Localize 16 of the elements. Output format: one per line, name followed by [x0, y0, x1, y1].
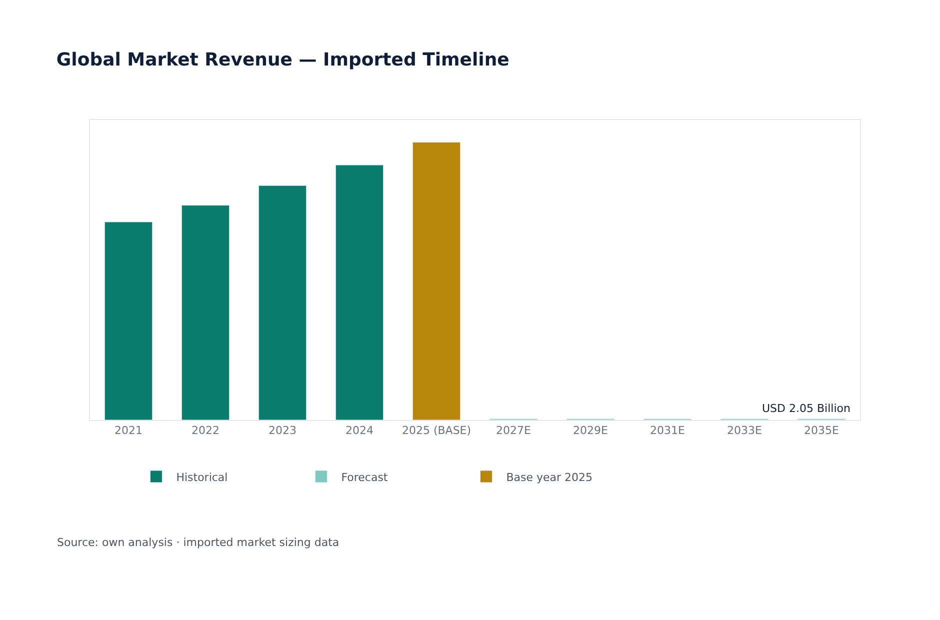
x-tick-label: 2025 (BASE) — [402, 424, 472, 438]
x-tick-label: 2033E — [727, 424, 762, 438]
x-tick-label: 2022 — [192, 424, 220, 438]
legend-label: Forecast — [341, 470, 388, 484]
legend-label: Historical — [176, 470, 228, 484]
x-tick-label: 2029E — [573, 424, 608, 438]
chart-title: Global Market Revenue — Imported Timeline — [56, 49, 510, 70]
source-note: Source: own analysis · imported market sizing data — [57, 536, 340, 549]
annotation: USD 2.05 Billion — [762, 402, 850, 415]
legend-label: Base year 2025 — [506, 470, 593, 484]
x-tick-label: 2027E — [496, 424, 532, 438]
x-tick-label: 2021 — [114, 424, 142, 438]
x-tick-label: 2024 — [346, 424, 374, 438]
x-tick-label: 2031E — [650, 424, 686, 438]
x-tick-label: 2023 — [268, 424, 296, 438]
x-tick-label: 2035E — [804, 424, 840, 438]
